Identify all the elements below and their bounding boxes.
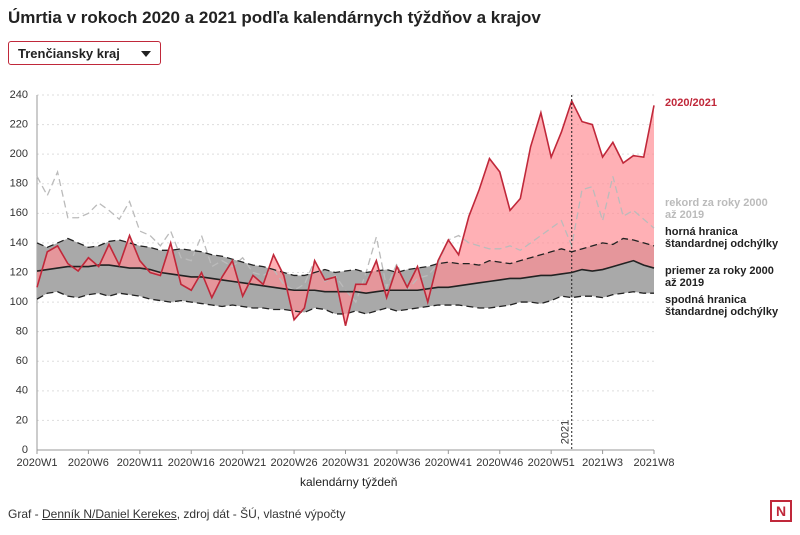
y-tick-label: 20 [16, 414, 28, 426]
dropdown-arrow [141, 51, 151, 57]
x-tick-label: 2020W16 [168, 457, 215, 469]
legend-label: rekord za roky 2000 až 2019 [665, 197, 768, 221]
legend-label: spodná hranica štandardnej odchýlky [665, 294, 779, 318]
x-tick-label: 2020W46 [476, 457, 523, 469]
x-tick-label: 2021W8 [634, 457, 675, 469]
x-tick-label: 2020W11 [117, 457, 163, 469]
y-tick-label: 200 [10, 148, 28, 160]
y-tick-label: 240 [10, 89, 28, 101]
legend-label: 2020/2021 [665, 97, 717, 109]
y-tick-label: 180 [10, 178, 28, 190]
series-line [36, 169, 655, 304]
x-tick-label: 2020W6 [68, 457, 109, 469]
legend-label: priemer za roky 2000 až 2019 [665, 265, 774, 289]
series-line [36, 259, 655, 295]
region-dropdown[interactable]: Trenčiansky kraj [8, 41, 161, 65]
y-tick-label: 140 [10, 237, 28, 249]
x-tick-label: 2020W31 [322, 457, 369, 469]
y-tick-label: 100 [10, 296, 28, 308]
footer-suffix: , zdroj dát - ŠÚ, vlastné výpočty [176, 507, 346, 521]
x-tick-label: 2020W21 [219, 457, 266, 469]
y-tick-label: 120 [10, 266, 28, 278]
y-tick-label: 40 [16, 385, 28, 397]
x-tick-label: 2021W3 [582, 457, 623, 469]
logo: N [770, 500, 792, 522]
footer-prefix: Graf - [8, 507, 43, 521]
y-tick-label: 80 [16, 326, 28, 338]
x-tick-label: 2020W51 [528, 457, 575, 469]
excess-area [37, 100, 654, 326]
footer-link[interactable]: Denník N/Daniel Kerekes [42, 507, 177, 521]
std-band [37, 238, 654, 314]
x-tick-label: 2020W41 [425, 457, 472, 469]
y-tick-label: 160 [10, 207, 28, 219]
annotation-label: 2021 [560, 420, 572, 444]
series-line [36, 237, 655, 277]
footer: Graf - Denník N/Daniel Kerekes, zdroj dá… [8, 507, 345, 521]
title: Úmrtia v rokoch 2020 a 2021 podľa kalend… [8, 8, 541, 27]
x-tick-label: 2020W26 [271, 457, 318, 469]
x-tick-label: 2020W36 [373, 457, 420, 469]
y-tick-label: 60 [16, 355, 28, 367]
y-tick-label: 220 [10, 118, 28, 130]
y-tick-label: 0 [22, 444, 28, 456]
x-tick-label: 2020W1 [17, 457, 58, 469]
legend-label: horná hranica štandardnej odchýlky [665, 226, 779, 250]
x-axis-title: kalendárny týždeň [300, 475, 398, 489]
series-line [36, 98, 655, 326]
dropdown-value: Trenčiansky kraj [18, 46, 120, 61]
